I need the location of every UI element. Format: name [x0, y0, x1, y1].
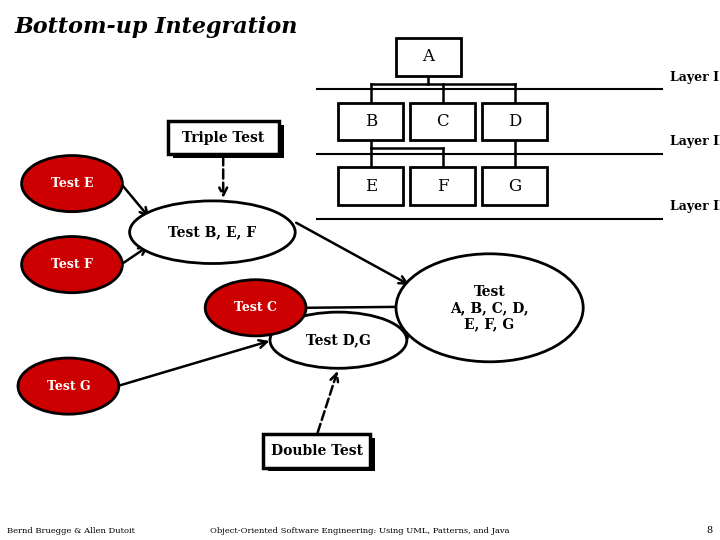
Text: Test C: Test C	[234, 301, 277, 314]
Text: Test G: Test G	[47, 380, 90, 393]
Ellipse shape	[396, 254, 583, 362]
FancyBboxPatch shape	[338, 167, 403, 205]
FancyBboxPatch shape	[482, 167, 547, 205]
FancyBboxPatch shape	[338, 103, 403, 140]
FancyBboxPatch shape	[173, 125, 284, 158]
Text: Double Test: Double Test	[271, 444, 363, 458]
Text: Bernd Bruegge & Allen Dutoit: Bernd Bruegge & Allen Dutoit	[7, 526, 135, 535]
FancyBboxPatch shape	[410, 167, 475, 205]
Text: Layer II: Layer II	[670, 136, 720, 148]
Text: F: F	[437, 178, 449, 195]
Text: D: D	[508, 113, 521, 130]
FancyBboxPatch shape	[410, 103, 475, 140]
Ellipse shape	[22, 156, 122, 212]
Text: E: E	[364, 178, 377, 195]
Ellipse shape	[22, 237, 122, 293]
Text: Object-Oriented Software Engineering: Using UML, Patterns, and Java: Object-Oriented Software Engineering: Us…	[210, 526, 510, 535]
Text: C: C	[436, 113, 449, 130]
FancyBboxPatch shape	[264, 434, 370, 468]
Text: Triple Test: Triple Test	[182, 131, 264, 145]
FancyBboxPatch shape	[168, 121, 279, 154]
Text: A: A	[423, 48, 434, 65]
Text: Test F: Test F	[51, 258, 93, 271]
FancyBboxPatch shape	[268, 438, 376, 471]
Text: Layer III: Layer III	[670, 200, 720, 213]
Ellipse shape	[205, 280, 306, 336]
Text: B: B	[364, 113, 377, 130]
Text: Test B, E, F: Test B, E, F	[168, 225, 256, 239]
Text: Layer I: Layer I	[670, 71, 719, 84]
Text: Test D,G: Test D,G	[306, 333, 371, 347]
Ellipse shape	[270, 312, 407, 368]
Ellipse shape	[130, 201, 295, 264]
Text: G: G	[508, 178, 521, 195]
FancyBboxPatch shape	[482, 103, 547, 140]
Text: Bottom-up Integration: Bottom-up Integration	[14, 16, 298, 38]
Text: 8: 8	[706, 525, 713, 535]
Text: Test
A, B, C, D,
E, F, G: Test A, B, C, D, E, F, G	[450, 285, 529, 331]
Ellipse shape	[18, 358, 119, 414]
Text: Test E: Test E	[50, 177, 94, 190]
FancyBboxPatch shape	[396, 38, 461, 76]
